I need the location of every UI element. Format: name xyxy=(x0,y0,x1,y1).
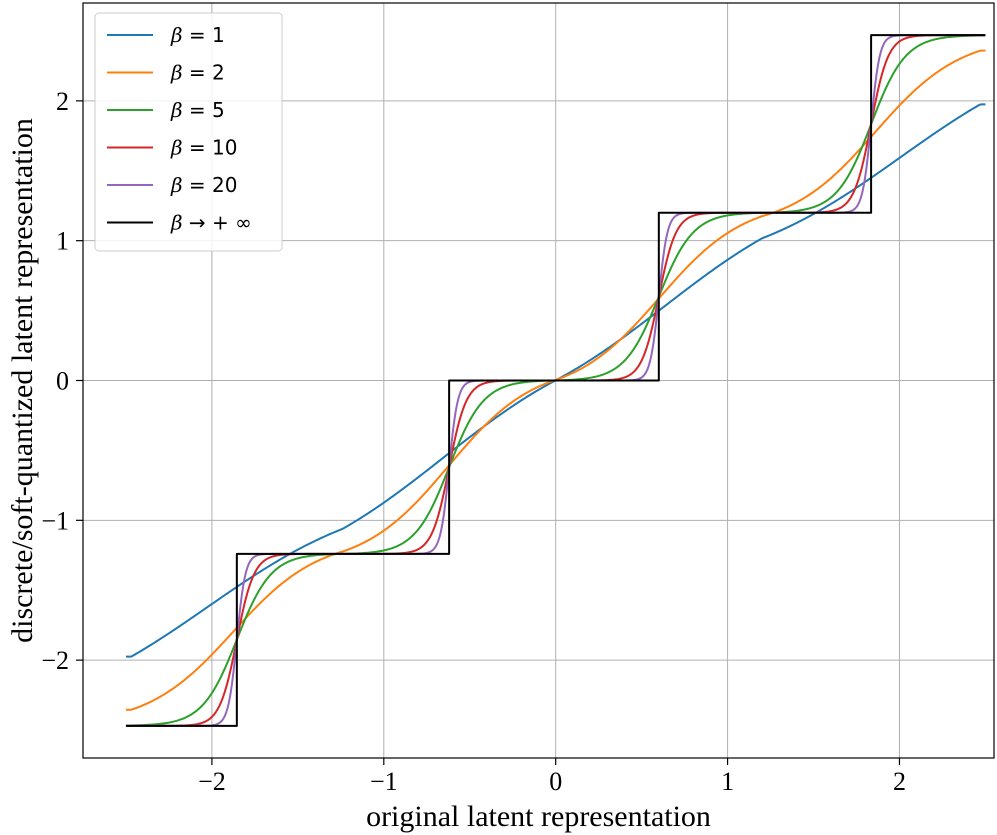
x-tick-label: 0 xyxy=(549,767,562,796)
x-tick-label: 2 xyxy=(893,767,906,796)
y-tick-label: −2 xyxy=(41,646,69,675)
axis-ticks: −2 −1 0 1 2 −2 −1 0 1 2 xyxy=(41,87,906,796)
y-tick-label: 2 xyxy=(56,87,69,116)
y-tick-label: 1 xyxy=(56,227,69,256)
legend-entry-0: β = 1 xyxy=(170,23,225,47)
legend-entry-2: β = 5 xyxy=(170,98,225,122)
legend-entry-4: β = 20 xyxy=(170,173,237,197)
y-tick-label: 0 xyxy=(56,367,69,396)
plot-series xyxy=(125,34,986,727)
y-tick-label: −1 xyxy=(41,506,69,535)
x-tick-label: −2 xyxy=(198,767,226,796)
legend-entry-3: β = 10 xyxy=(170,136,237,160)
y-axis-label: discrete/soft-quantized latent represent… xyxy=(6,118,39,643)
legend: β = 1 β = 2 β = 5 β = 10 β = 20 β → + ∞ xyxy=(94,12,283,252)
x-tick-label: 1 xyxy=(721,767,734,796)
legend-entry-1: β = 2 xyxy=(170,61,225,85)
series-line-5 xyxy=(125,34,986,727)
x-tick-label: −1 xyxy=(370,767,398,796)
x-axis-label: original latent representation xyxy=(366,800,711,833)
legend-entry-5: β → + ∞ xyxy=(170,211,252,235)
